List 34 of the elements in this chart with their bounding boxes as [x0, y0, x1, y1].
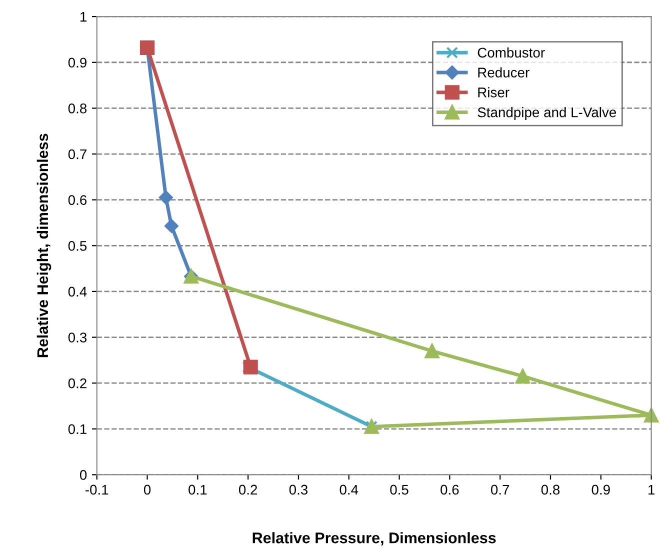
point: [158, 190, 173, 204]
y-tick-label: 0: [80, 470, 87, 480]
x-tick-label: 0.1: [188, 484, 207, 495]
legend-label: Combustor: [478, 47, 545, 58]
x-tick-label: 1: [648, 484, 654, 495]
point: [164, 219, 178, 233]
y-tick-label: 0.9: [68, 58, 86, 68]
y-tick-label: 0.4: [68, 286, 87, 297]
y-tick-label: 0.1: [68, 424, 86, 434]
point: [243, 360, 258, 374]
legend-label: Riser: [478, 87, 510, 98]
y-tick-label: 0.7: [68, 149, 86, 160]
legend-label: Reducer: [478, 67, 530, 78]
y-axis-title: Relative Height, dimensionless: [36, 134, 52, 358]
y-tick-label: 0.6: [68, 195, 87, 205]
x-tick-label: 0: [144, 484, 151, 495]
point: [515, 368, 530, 384]
y-tick-label: 0.8: [68, 104, 87, 114]
legend-label: Standpipe and L-Valve: [478, 107, 616, 120]
x-axis-title: Relative Pressure, Dimensionless: [252, 532, 496, 546]
x-tick-label: 0.9: [592, 484, 610, 495]
y-tick-label: 0.3: [68, 332, 87, 342]
y-tick-label: 0.5: [68, 240, 87, 251]
y-tick-label: 1: [80, 12, 86, 22]
point: [424, 344, 440, 358]
x-tick-label: 0.8: [541, 484, 560, 495]
x-tick-label: 0.6: [440, 484, 459, 495]
x-tick-label: 0.5: [390, 484, 408, 495]
y-tick-label: 0.2: [68, 378, 86, 388]
x-tick-label: -0.1: [86, 484, 108, 495]
x-tick-label: 0.7: [490, 484, 510, 495]
x-tick-label: 0.4: [340, 484, 358, 495]
x-tick-label: 0.3: [289, 484, 308, 495]
x-tick-label: 0.2: [238, 484, 258, 495]
